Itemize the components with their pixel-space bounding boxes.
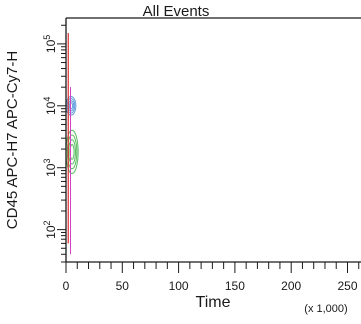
x-axis-label: Time — [196, 294, 231, 311]
x-axis-multiplier: (x 1,000) — [304, 303, 347, 315]
y-tick-label: 102 — [42, 220, 58, 238]
chart-title: All Events — [143, 3, 210, 20]
y-axis-label: CD45 APC-H7 APC-Cy7-H — [4, 51, 21, 229]
x-tick-label: 200 — [281, 279, 301, 293]
y-tick-label: 105 — [42, 35, 58, 53]
y-axis-ticks: 102 103 104 105 — [42, 24, 66, 263]
x-tick-label: 150 — [225, 279, 245, 293]
x-tick-label: 250 — [337, 279, 357, 293]
x-tick-label: 0 — [63, 279, 70, 293]
event-populations — [65, 32, 79, 255]
population-contour — [66, 134, 78, 170]
y-tick-label: 103 — [42, 159, 58, 177]
x-axis-ticks: 0 50 100 150 200 250 — [63, 262, 360, 293]
x-tick-label: 100 — [169, 279, 189, 293]
y-tick-label: 104 — [42, 97, 58, 115]
x-tick-label: 50 — [116, 279, 130, 293]
